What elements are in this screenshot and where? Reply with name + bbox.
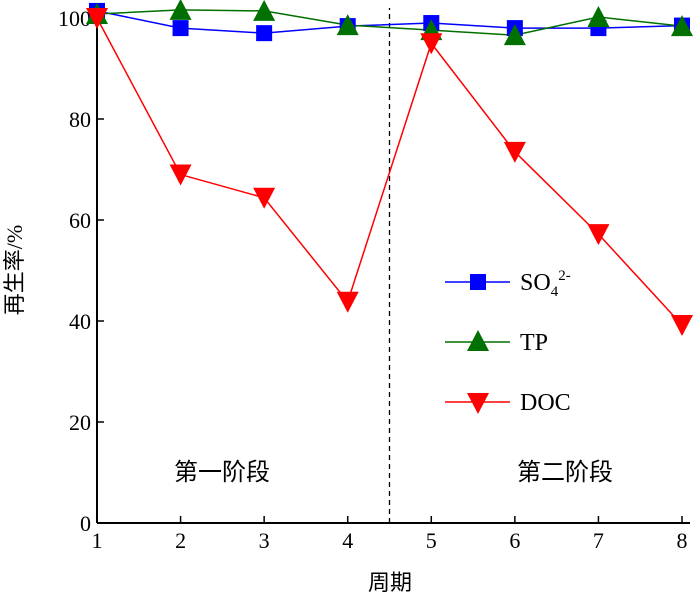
legend-label-doc: DOC xyxy=(520,390,571,416)
series-line-tp xyxy=(96,9,683,36)
point-so4 xyxy=(172,20,189,37)
point-doc xyxy=(587,224,610,246)
annotation-stage-2: 第二阶段 xyxy=(517,459,613,486)
point-doc xyxy=(86,8,108,29)
x-tick-label: 2 xyxy=(175,528,186,553)
x-axis-label: 周期 xyxy=(368,570,412,595)
point-tp xyxy=(253,0,276,21)
y-tick-label: 60 xyxy=(69,208,91,233)
x-tick-label: 4 xyxy=(342,528,353,553)
series-line-so4 xyxy=(96,10,683,34)
point-doc xyxy=(253,187,276,209)
point-tp xyxy=(336,14,359,36)
legend-label-tp: TP xyxy=(520,330,548,356)
point-tp xyxy=(503,24,526,46)
legend-marker-tp xyxy=(467,330,489,351)
legend-marker-doc xyxy=(467,393,489,414)
y-tick-label: 80 xyxy=(69,107,91,132)
x-tick-label: 5 xyxy=(426,528,437,553)
x-tick-label: 6 xyxy=(509,528,520,553)
series-line-doc xyxy=(96,17,683,326)
point-doc xyxy=(169,164,192,186)
legend-marker-so4 xyxy=(470,274,486,290)
x-tick-label: 7 xyxy=(593,528,604,553)
legend: SO42- TP DOC xyxy=(445,268,571,416)
y-axis-label: 再生率/% xyxy=(2,225,27,315)
point-doc xyxy=(503,141,526,163)
point-tp xyxy=(169,0,192,20)
x-tick-label: 3 xyxy=(259,528,270,553)
point-tp xyxy=(671,15,693,37)
y-tick-label: 0 xyxy=(80,511,91,536)
point-so4 xyxy=(256,25,273,42)
y-tick-label: 20 xyxy=(69,410,91,435)
x-tick-label: 8 xyxy=(677,528,688,553)
y-tick-label: 40 xyxy=(69,309,91,334)
x-tick-label: 1 xyxy=(92,528,103,553)
point-doc xyxy=(671,315,693,337)
point-tp xyxy=(587,5,610,27)
point-doc xyxy=(336,291,359,313)
legend-label-so4: SO42- xyxy=(520,268,571,300)
point-doc xyxy=(420,33,443,55)
annotation-stage-1: 第一阶段 xyxy=(174,459,270,486)
y-tick-label: 100 xyxy=(58,6,91,31)
